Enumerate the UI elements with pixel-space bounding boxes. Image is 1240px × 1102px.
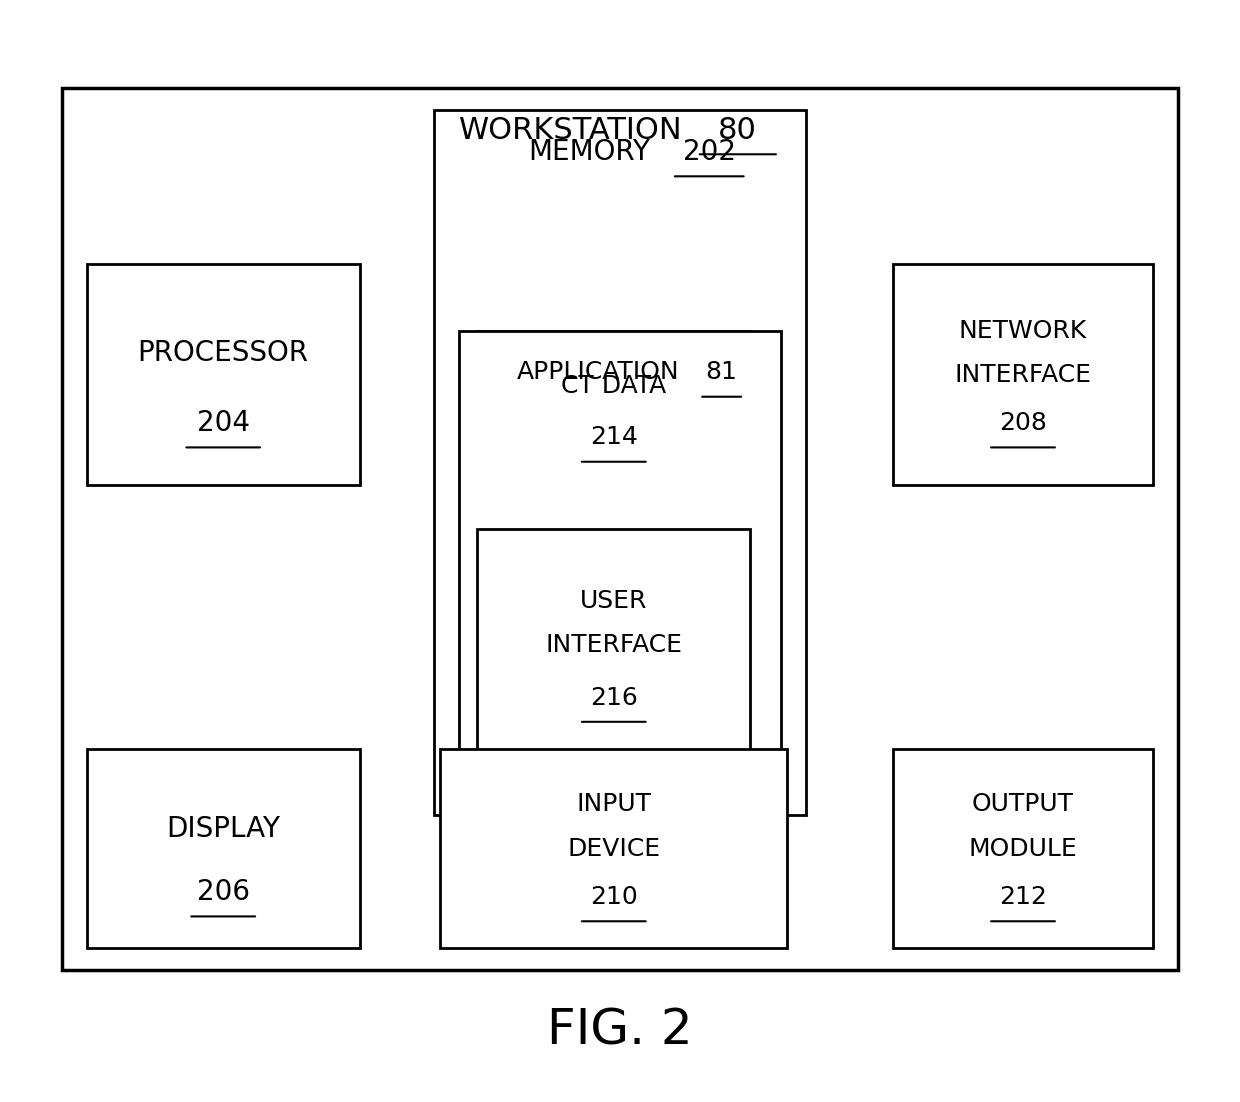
Text: DEVICE: DEVICE — [567, 836, 661, 861]
Text: 212: 212 — [999, 885, 1047, 909]
Text: 216: 216 — [590, 685, 637, 710]
Text: MODULE: MODULE — [968, 836, 1078, 861]
FancyBboxPatch shape — [434, 110, 806, 815]
Text: MEMORY: MEMORY — [528, 138, 650, 166]
Text: APPLICATION: APPLICATION — [516, 360, 680, 385]
Text: PROCESSOR: PROCESSOR — [138, 338, 309, 367]
Text: NETWORK: NETWORK — [959, 318, 1087, 343]
FancyBboxPatch shape — [87, 749, 360, 948]
FancyBboxPatch shape — [477, 331, 750, 496]
FancyBboxPatch shape — [459, 331, 781, 793]
Text: 204: 204 — [197, 409, 249, 437]
Text: 80: 80 — [718, 116, 758, 144]
FancyBboxPatch shape — [893, 749, 1153, 948]
Text: 81: 81 — [706, 360, 738, 385]
Text: 208: 208 — [999, 411, 1047, 435]
FancyBboxPatch shape — [87, 264, 360, 485]
FancyBboxPatch shape — [893, 264, 1153, 485]
FancyBboxPatch shape — [62, 88, 1178, 970]
Text: DISPLAY: DISPLAY — [166, 814, 280, 843]
Text: INTERFACE: INTERFACE — [546, 633, 682, 657]
Text: CT DATA: CT DATA — [562, 374, 666, 398]
Text: INTERFACE: INTERFACE — [955, 363, 1091, 387]
Text: FIG. 2: FIG. 2 — [547, 1006, 693, 1055]
Text: 214: 214 — [590, 425, 637, 450]
FancyBboxPatch shape — [477, 529, 750, 782]
FancyBboxPatch shape — [440, 749, 787, 948]
Text: 202: 202 — [683, 138, 735, 166]
Text: 206: 206 — [197, 878, 249, 906]
Text: OUTPUT: OUTPUT — [972, 792, 1074, 817]
Text: 210: 210 — [590, 885, 637, 909]
Text: USER: USER — [580, 588, 647, 613]
Text: WORKSTATION: WORKSTATION — [459, 116, 682, 144]
Text: INPUT: INPUT — [577, 792, 651, 817]
